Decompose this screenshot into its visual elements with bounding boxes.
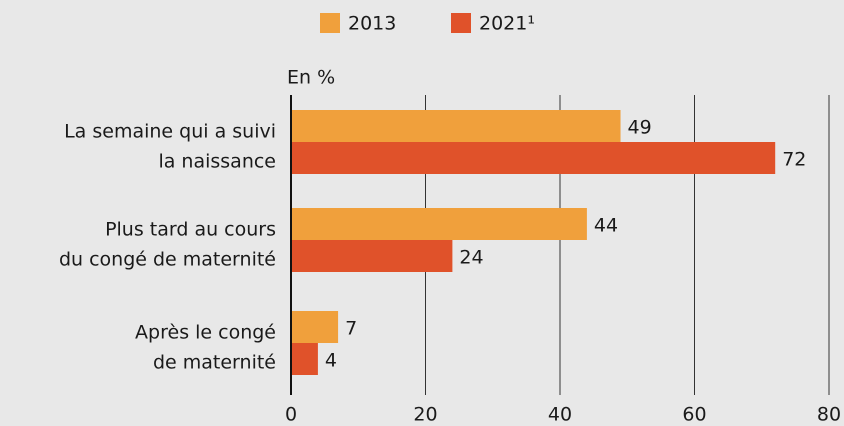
bar [291, 208, 587, 240]
category-label: Après le congé [135, 322, 276, 344]
bar [291, 343, 318, 375]
legend-swatch [451, 13, 471, 33]
x-tick-label: 0 [285, 404, 297, 426]
x-tick-label: 60 [682, 404, 706, 426]
bar [291, 311, 339, 343]
category-label: du congé de maternité [59, 249, 276, 271]
x-tick-label: 80 [817, 404, 841, 426]
legend-label: 2021¹ [479, 13, 535, 35]
value-label: 4 [325, 350, 337, 372]
category-label: la naissance [158, 151, 276, 173]
axis-label: En % [287, 67, 335, 89]
bar [291, 110, 621, 142]
value-label: 49 [628, 117, 652, 139]
value-label: 44 [594, 215, 618, 237]
category-label: de maternité [153, 352, 276, 374]
bar [291, 142, 776, 174]
category-label: La semaine qui a suivi [64, 121, 276, 143]
x-tick-label: 20 [413, 404, 437, 426]
value-label: 72 [782, 149, 806, 171]
legend-swatch [320, 13, 340, 33]
value-label: 7 [345, 318, 357, 340]
value-label: 24 [459, 247, 483, 269]
category-label: Plus tard au cours [105, 219, 276, 241]
x-tick-label: 40 [548, 404, 572, 426]
legend-label: 2013 [348, 13, 396, 35]
bar [291, 240, 453, 272]
